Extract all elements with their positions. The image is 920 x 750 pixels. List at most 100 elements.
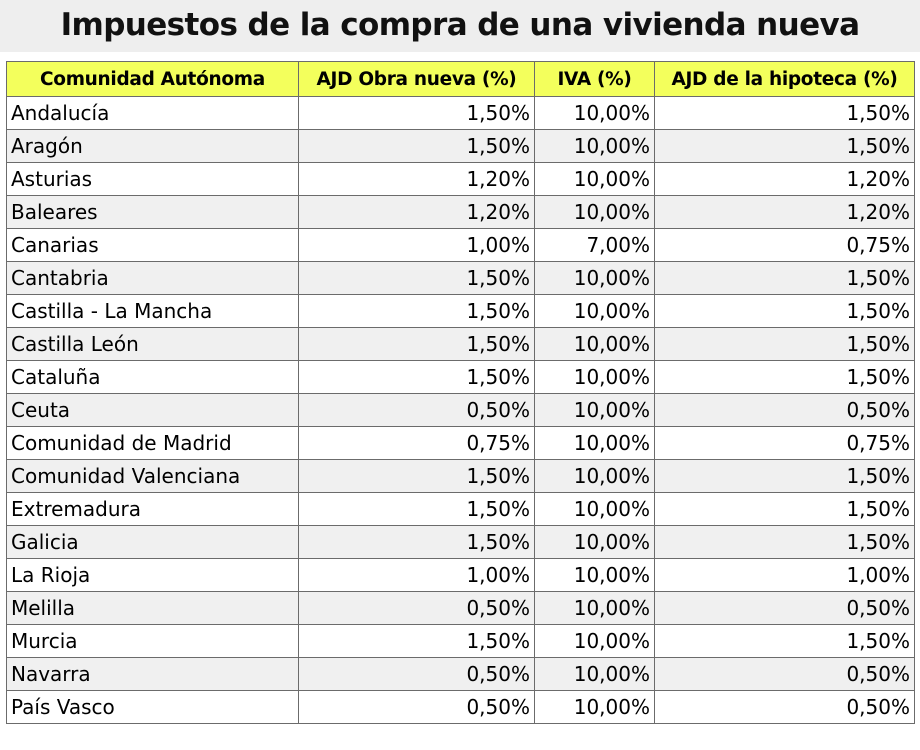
ajd-hipoteca-cell: 1,50% (654, 360, 915, 394)
comunidad-cell: Asturias (6, 162, 299, 196)
ajd-hipoteca-cell: 1,20% (654, 195, 915, 229)
table-row: Ceuta 0,50% 10,00% 0,50% (6, 393, 915, 427)
table-row: Extremadura 1,50% 10,00% 1,50% (6, 492, 915, 526)
iva-cell: 10,00% (534, 459, 655, 493)
table-row: Melilla 0,50% 10,00% 0,50% (6, 591, 915, 625)
tax-table: Comunidad Autónoma AJD Obra nueva (%) IV… (6, 61, 915, 724)
ajd-obra-nueva-cell: 0,75% (298, 426, 535, 460)
ajd-obra-nueva-cell: 1,00% (298, 228, 535, 262)
iva-cell: 10,00% (534, 624, 655, 658)
table-row: Asturias 1,20% 10,00% 1,20% (6, 162, 915, 196)
ajd-obra-nueva-cell: 0,50% (298, 657, 535, 691)
column-header-ajd-obra-nueva: AJD Obra nueva (%) (298, 61, 535, 97)
ajd-hipoteca-cell: 0,50% (654, 690, 915, 724)
ajd-obra-nueva-cell: 1,50% (298, 459, 535, 493)
ajd-hipoteca-cell: 0,50% (654, 657, 915, 691)
comunidad-cell: Comunidad de Madrid (6, 426, 299, 460)
comunidad-cell: Extremadura (6, 492, 299, 526)
table-row: Castilla - La Mancha 1,50% 10,00% 1,50% (6, 294, 915, 328)
table-row: Comunidad Valenciana 1,50% 10,00% 1,50% (6, 459, 915, 493)
comunidad-cell: Murcia (6, 624, 299, 658)
iva-cell: 10,00% (534, 690, 655, 724)
ajd-hipoteca-cell: 0,50% (654, 393, 915, 427)
ajd-hipoteca-cell: 1,50% (654, 327, 915, 361)
comunidad-cell: Castilla - La Mancha (6, 294, 299, 328)
iva-cell: 10,00% (534, 426, 655, 460)
table-row: Murcia 1,50% 10,00% 1,50% (6, 624, 915, 658)
comunidad-cell: País Vasco (6, 690, 299, 724)
ajd-hipoteca-cell: 0,50% (654, 591, 915, 625)
ajd-obra-nueva-cell: 1,50% (298, 624, 535, 658)
ajd-hipoteca-cell: 0,75% (654, 228, 915, 262)
ajd-hipoteca-cell: 1,50% (654, 96, 915, 130)
comunidad-cell: La Rioja (6, 558, 299, 592)
iva-cell: 10,00% (534, 129, 655, 163)
table-row: Aragón 1,50% 10,00% 1,50% (6, 129, 915, 163)
ajd-obra-nueva-cell: 1,50% (298, 261, 535, 295)
ajd-obra-nueva-cell: 1,00% (298, 558, 535, 592)
iva-cell: 10,00% (534, 96, 655, 130)
ajd-obra-nueva-cell: 1,50% (298, 294, 535, 328)
comunidad-cell: Galicia (6, 525, 299, 559)
iva-cell: 10,00% (534, 525, 655, 559)
ajd-obra-nueva-cell: 0,50% (298, 393, 535, 427)
ajd-hipoteca-cell: 0,75% (654, 426, 915, 460)
ajd-obra-nueva-cell: 1,50% (298, 327, 535, 361)
ajd-obra-nueva-cell: 1,50% (298, 129, 535, 163)
table-row: País Vasco 0,50% 10,00% 0,50% (6, 690, 915, 724)
ajd-hipoteca-cell: 1,50% (654, 294, 915, 328)
ajd-obra-nueva-cell: 1,20% (298, 195, 535, 229)
ajd-hipoteca-cell: 1,50% (654, 525, 915, 559)
comunidad-cell: Comunidad Valenciana (6, 459, 299, 493)
comunidad-cell: Canarias (6, 228, 299, 262)
ajd-obra-nueva-cell: 0,50% (298, 690, 535, 724)
title-bar: Impuestos de la compra de una vivienda n… (0, 0, 920, 52)
ajd-obra-nueva-cell: 0,50% (298, 591, 535, 625)
page-title: Impuestos de la compra de una vivienda n… (60, 7, 860, 43)
ajd-hipoteca-cell: 1,50% (654, 261, 915, 295)
iva-cell: 10,00% (534, 162, 655, 196)
column-header-iva: IVA (%) (534, 61, 655, 97)
ajd-obra-nueva-cell: 1,50% (298, 525, 535, 559)
iva-cell: 10,00% (534, 294, 655, 328)
ajd-hipoteca-cell: 1,50% (654, 459, 915, 493)
ajd-hipoteca-cell: 1,50% (654, 492, 915, 526)
iva-cell: 10,00% (534, 327, 655, 361)
comunidad-cell: Andalucía (6, 96, 299, 130)
iva-cell: 10,00% (534, 261, 655, 295)
table-row: Baleares 1,20% 10,00% 1,20% (6, 195, 915, 229)
table-row: Galicia 1,50% 10,00% 1,50% (6, 525, 915, 559)
header-row: Comunidad Autónoma AJD Obra nueva (%) IV… (6, 61, 915, 97)
ajd-hipoteca-cell: 1,50% (654, 129, 915, 163)
ajd-obra-nueva-cell: 1,50% (298, 492, 535, 526)
comunidad-cell: Cantabria (6, 261, 299, 295)
table-row: Andalucía 1,50% 10,00% 1,50% (6, 96, 915, 130)
table-row: Cataluña 1,50% 10,00% 1,50% (6, 360, 915, 394)
iva-cell: 10,00% (534, 360, 655, 394)
iva-cell: 10,00% (534, 195, 655, 229)
column-header-comunidad: Comunidad Autónoma (6, 61, 299, 97)
table-row: Canarias 1,00% 7,00% 0,75% (6, 228, 915, 262)
comunidad-cell: Melilla (6, 591, 299, 625)
iva-cell: 10,00% (534, 393, 655, 427)
table-header: Comunidad Autónoma AJD Obra nueva (%) IV… (6, 61, 915, 97)
comunidad-cell: Cataluña (6, 360, 299, 394)
table-row: Castilla León 1,50% 10,00% 1,50% (6, 327, 915, 361)
table-row: Cantabria 1,50% 10,00% 1,50% (6, 261, 915, 295)
comunidad-cell: Navarra (6, 657, 299, 691)
iva-cell: 10,00% (534, 492, 655, 526)
ajd-obra-nueva-cell: 1,20% (298, 162, 535, 196)
table-row: Navarra 0,50% 10,00% 0,50% (6, 657, 915, 691)
ajd-obra-nueva-cell: 1,50% (298, 360, 535, 394)
comunidad-cell: Baleares (6, 195, 299, 229)
comunidad-cell: Castilla León (6, 327, 299, 361)
iva-cell: 10,00% (534, 558, 655, 592)
table-row: La Rioja 1,00% 10,00% 1,00% (6, 558, 915, 592)
iva-cell: 10,00% (534, 657, 655, 691)
comunidad-cell: Aragón (6, 129, 299, 163)
iva-cell: 10,00% (534, 591, 655, 625)
iva-cell: 7,00% (534, 228, 655, 262)
ajd-obra-nueva-cell: 1,50% (298, 96, 535, 130)
table-row: Comunidad de Madrid 0,75% 10,00% 0,75% (6, 426, 915, 460)
ajd-hipoteca-cell: 1,20% (654, 162, 915, 196)
